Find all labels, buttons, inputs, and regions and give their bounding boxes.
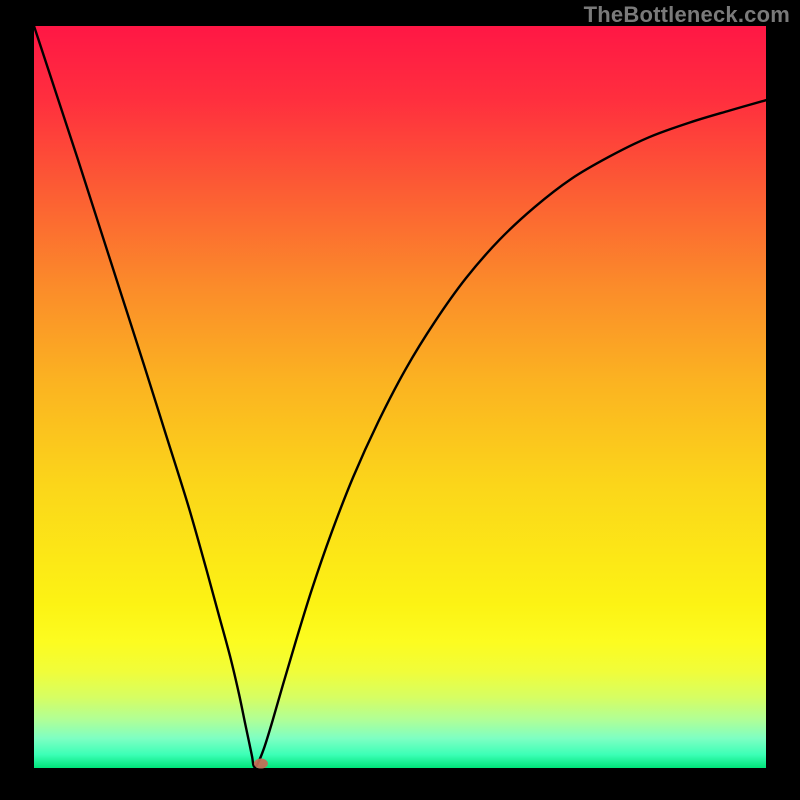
plot-area [34,26,766,768]
bottleneck-chart [0,0,800,800]
watermark-text: TheBottleneck.com [584,2,790,28]
minimum-marker [254,759,268,769]
chart-stage: TheBottleneck.com [0,0,800,800]
